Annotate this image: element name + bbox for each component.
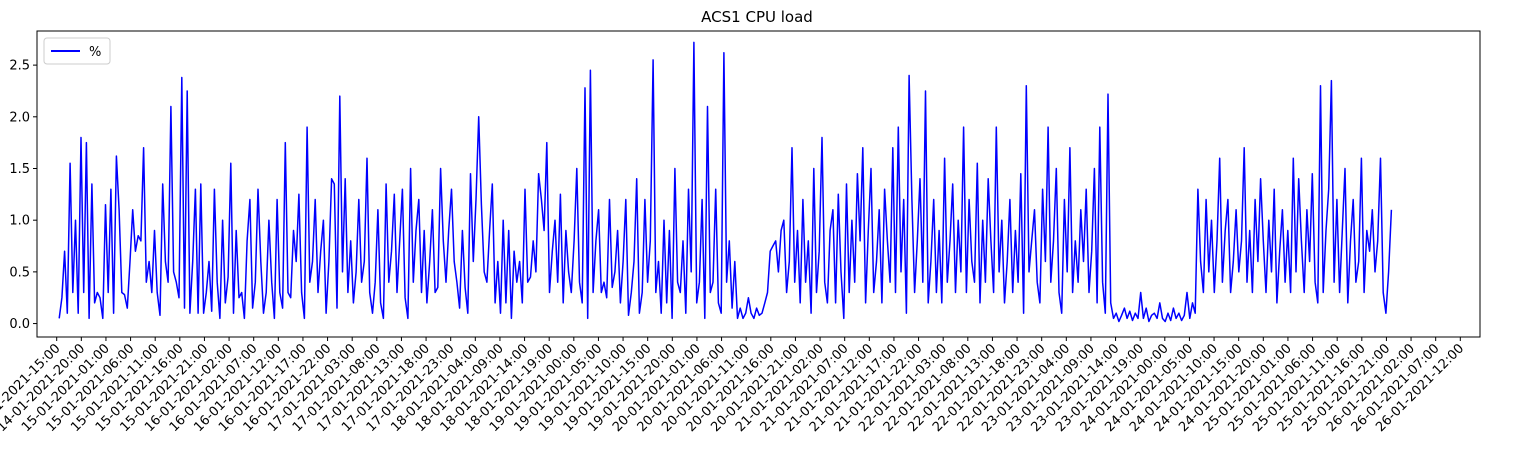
series-line-0	[58, 41, 1393, 323]
legend-label: %	[89, 45, 101, 60]
y-tick-label: 0.5	[9, 265, 30, 280]
x-axis: 14-01-2021-15:0014-01-2021-20:0015-01-20…	[0, 337, 1467, 435]
series-group	[58, 41, 1393, 323]
plot-area-frame	[36, 30, 1481, 338]
y-tick-label: 0.0	[9, 317, 30, 332]
y-tick-label: 1.0	[9, 214, 30, 229]
y-axis: 0.0 0.5 1.0 1.5 2.0 2.5	[9, 59, 37, 332]
y-tick-label: 2.5	[9, 59, 30, 74]
legend: %	[43, 37, 111, 65]
y-tick-label: 1.5	[9, 162, 30, 177]
chart-title: ACS1 CPU load	[701, 8, 813, 26]
y-tick-label: 2.0	[9, 110, 30, 125]
